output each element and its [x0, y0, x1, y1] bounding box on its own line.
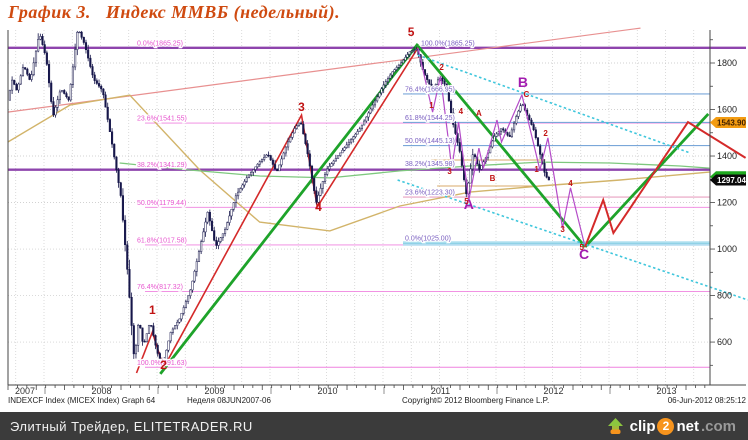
y-axis-tick-label: 1200	[717, 198, 737, 208]
subwave-label: 3	[560, 225, 565, 234]
logo-com-text: .com	[700, 417, 736, 435]
fib-label: 76.4%(1666.95)	[405, 86, 455, 93]
bloomberg-copyright: Copyright© 2012 Bloomberg Finance L.P.	[402, 396, 549, 405]
subwave-label: B	[490, 174, 496, 183]
x-axis-year-label: 2012	[543, 386, 563, 396]
fib-label: 38.2%(1341.29)	[137, 162, 187, 169]
footer-bar: Элитный Трейдер, ELITETRADER.RU clip 2 n…	[0, 412, 748, 440]
clip2net-logo[interactable]: clip 2 net .com	[606, 417, 736, 435]
subwave-label: A	[476, 109, 482, 118]
fib-labels: 0.0%(1865.25) 23.6%(1541.55) 38.2%(1341.29…	[136, 39, 476, 368]
y-axis-tick-label: 800	[717, 291, 732, 301]
y-axis-tick-label: 1000	[717, 244, 737, 254]
fib-label: 23.6%(1541.55)	[137, 116, 187, 123]
fib-label: 50.0%(1179.44)	[137, 200, 186, 207]
fib-label: 0.0%(1025.00)	[405, 236, 451, 243]
price-badge-value: 1297.04	[717, 176, 746, 185]
price-badges: 1543.90 1297.04	[710, 117, 746, 186]
subwave-label: 2	[439, 63, 444, 72]
fib-label: 61.8%(1017.58)	[137, 237, 187, 244]
chart-timestamp: 06-Jun-2012 08:25:12	[668, 396, 747, 405]
subwave-label: 2	[543, 129, 548, 138]
price-badge	[710, 174, 746, 186]
fib-label: 100.0%(1865.25)	[421, 40, 475, 47]
cyan-channel	[397, 54, 748, 301]
fib-label: 50.0%(1445.13)	[405, 138, 455, 145]
upload-arrow-icon	[607, 418, 623, 434]
elliott-zigzags	[417, 47, 747, 248]
price-badge	[710, 117, 746, 129]
wave-label-4: 4	[315, 200, 322, 214]
y-axis-tick-label: 600	[717, 337, 732, 347]
page-title: График 3. Индекс ММВБ (недельный).	[8, 2, 341, 22]
wave-label-C: C	[579, 246, 589, 262]
logo-clip-text: clip	[629, 417, 656, 435]
logo-2-badge: 2	[657, 417, 675, 435]
wave-label-1: 1	[149, 303, 156, 317]
x-axis-year-label: 2008	[91, 386, 111, 396]
fib-label: 100.0%(491.63)	[137, 360, 187, 367]
x-axis-year-label: 2007	[15, 386, 35, 396]
fib-label: 76.4%(817.32)	[137, 284, 183, 291]
subwave-label: 4	[459, 107, 464, 116]
x-axis-year-label: 2010	[317, 386, 337, 396]
price-chart-area: 0.0%(1865.25) 23.6%(1541.55) 38.2%(1341.29…	[7, 25, 748, 405]
y-axis-tick-label: 1400	[717, 151, 737, 161]
logo-net-text: net	[676, 417, 699, 435]
overlay-lines	[7, 27, 710, 232]
wave-label-3: 3	[298, 100, 305, 114]
wave-label-5: 5	[408, 25, 415, 39]
bloomberg-period-label: Неделя 08JUN2007-06	[187, 396, 271, 405]
price-badge-value: 1543.90	[717, 119, 746, 128]
subwave-label: 1	[534, 165, 539, 174]
subwave-label: 4	[568, 179, 573, 188]
bloomberg-instrument-label: INDEXCF Index (MICEX Index) Graph 64	[8, 396, 156, 405]
x-axis-year-label: 2013	[656, 386, 676, 396]
subwave-label: C	[523, 90, 529, 99]
y-axis-tick-label: 1800	[717, 58, 737, 68]
micex-weekly-chart: 0.0%(1865.25) 23.6%(1541.55) 38.2%(1341.29…	[7, 25, 748, 405]
subwave-label: 5	[464, 197, 469, 206]
wave-label-B: B	[518, 74, 528, 90]
elitetrader-brand-text: Элитный Трейдер, ELITETRADER.RU	[10, 418, 253, 434]
fib-label: 0.0%(1865.25)	[137, 40, 183, 47]
candlesticks	[8, 30, 550, 368]
wave-label-A: A	[464, 196, 474, 212]
x-axis-year-label: 2009	[204, 386, 224, 396]
fib-label: 23.6%(1223.30)	[405, 190, 455, 197]
subwave-label: 5	[580, 243, 585, 252]
x-axis-year-label: 2011	[431, 386, 450, 396]
subwave-label: 3	[447, 167, 452, 176]
y-axis-tick-label: 1600	[717, 105, 737, 115]
fib-label: 38.2%(1345.98)	[405, 161, 455, 168]
wave-label-2: 2	[160, 358, 167, 372]
fib-retracement-secondary	[403, 93, 710, 246]
subwave-label: 1	[429, 101, 434, 110]
fib-label: 61.8%(1544.25)	[405, 115, 455, 122]
